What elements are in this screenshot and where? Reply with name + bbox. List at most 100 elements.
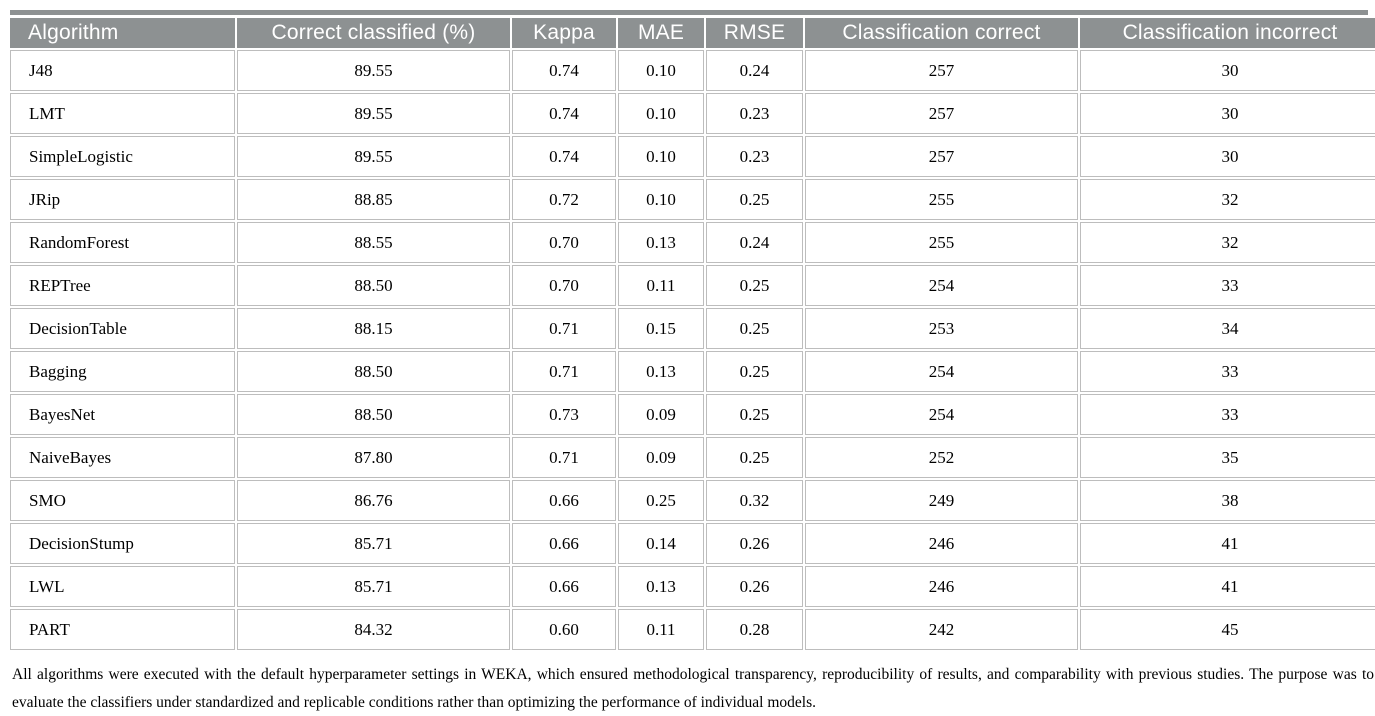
cell-class_correct: 242	[805, 609, 1078, 650]
cell-class_correct: 246	[805, 566, 1078, 607]
cell-algorithm: SMO	[10, 480, 235, 521]
cell-kappa: 0.74	[512, 93, 616, 134]
cell-mae: 0.11	[618, 265, 704, 306]
column-header-class_correct: Classification correct	[805, 18, 1078, 48]
cell-class_incorrect: 35	[1080, 437, 1375, 478]
cell-algorithm: LWL	[10, 566, 235, 607]
cell-mae: 0.10	[618, 50, 704, 91]
cell-kappa: 0.74	[512, 50, 616, 91]
cell-class_correct: 257	[805, 136, 1078, 177]
cell-mae: 0.25	[618, 480, 704, 521]
cell-mae: 0.11	[618, 609, 704, 650]
cell-rmse: 0.25	[706, 351, 803, 392]
cell-mae: 0.14	[618, 523, 704, 564]
table-row: J48 89.55 0.74 0.10 0.24 257 30	[10, 50, 1375, 91]
cell-class_incorrect: 45	[1080, 609, 1375, 650]
cell-class_incorrect: 41	[1080, 566, 1375, 607]
cell-rmse: 0.25	[706, 394, 803, 435]
cell-mae: 0.10	[618, 179, 704, 220]
cell-correct_pct: 88.85	[237, 179, 510, 220]
cell-class_correct: 255	[805, 179, 1078, 220]
table-body: J48 89.55 0.74 0.10 0.24 257 30 LMT 89.55 0.74 0.1…	[10, 50, 1375, 650]
table-row: SMO 86.76 0.66 0.25 0.32 249 38	[10, 480, 1375, 521]
cell-kappa: 0.71	[512, 437, 616, 478]
cell-rmse: 0.25	[706, 308, 803, 349]
cell-correct_pct: 88.50	[237, 265, 510, 306]
cell-rmse: 0.25	[706, 265, 803, 306]
cell-rmse: 0.23	[706, 93, 803, 134]
cell-class_incorrect: 32	[1080, 222, 1375, 263]
cell-class_incorrect: 34	[1080, 308, 1375, 349]
table-top-border	[10, 10, 1368, 15]
cell-kappa: 0.70	[512, 222, 616, 263]
cell-kappa: 0.70	[512, 265, 616, 306]
cell-kappa: 0.71	[512, 351, 616, 392]
cell-mae: 0.13	[618, 351, 704, 392]
cell-kappa: 0.66	[512, 523, 616, 564]
cell-correct_pct: 85.71	[237, 523, 510, 564]
cell-correct_pct: 85.71	[237, 566, 510, 607]
cell-correct_pct: 86.76	[237, 480, 510, 521]
cell-algorithm: J48	[10, 50, 235, 91]
cell-mae: 0.09	[618, 394, 704, 435]
cell-algorithm: BayesNet	[10, 394, 235, 435]
table-footnote: All algorithms were executed with the de…	[12, 666, 1374, 711]
cell-class_incorrect: 33	[1080, 265, 1375, 306]
table-row: LWL 85.71 0.66 0.13 0.26 246 41	[10, 566, 1375, 607]
cell-mae: 0.13	[618, 222, 704, 263]
column-header-rmse: RMSE	[706, 18, 803, 48]
table-row: DecisionStump 85.71 0.66 0.14 0.26 246 41	[10, 523, 1375, 564]
cell-correct_pct: 87.80	[237, 437, 510, 478]
table-row: LMT 89.55 0.74 0.10 0.23 257 30	[10, 93, 1375, 134]
cell-rmse: 0.25	[706, 179, 803, 220]
cell-algorithm: NaiveBayes	[10, 437, 235, 478]
table-row: RandomForest 88.55 0.70 0.13 0.24 255 32	[10, 222, 1375, 263]
cell-class_incorrect: 30	[1080, 136, 1375, 177]
cell-class_incorrect: 32	[1080, 179, 1375, 220]
cell-class_correct: 252	[805, 437, 1078, 478]
cell-class_correct: 253	[805, 308, 1078, 349]
cell-rmse: 0.32	[706, 480, 803, 521]
cell-kappa: 0.71	[512, 308, 616, 349]
cell-class_correct: 254	[805, 351, 1078, 392]
table-row: BayesNet 88.50 0.73 0.09 0.25 254 33	[10, 394, 1375, 435]
cell-correct_pct: 89.55	[237, 93, 510, 134]
cell-class_correct: 254	[805, 394, 1078, 435]
cell-class_incorrect: 41	[1080, 523, 1375, 564]
column-header-mae: MAE	[618, 18, 704, 48]
cell-class_correct: 257	[805, 50, 1078, 91]
cell-kappa: 0.66	[512, 566, 616, 607]
cell-mae: 0.10	[618, 136, 704, 177]
header-row: Algorithm Correct classified (%) Kappa MAE R…	[10, 18, 1375, 48]
cell-rmse: 0.26	[706, 523, 803, 564]
table-row: REPTree 88.50 0.70 0.11 0.25 254 33	[10, 265, 1375, 306]
cell-algorithm: LMT	[10, 93, 235, 134]
column-header-correct_pct: Correct classified (%)	[237, 18, 510, 48]
cell-mae: 0.10	[618, 93, 704, 134]
cell-correct_pct: 88.15	[237, 308, 510, 349]
cell-class_correct: 255	[805, 222, 1078, 263]
cell-algorithm: DecisionStump	[10, 523, 235, 564]
cell-kappa: 0.60	[512, 609, 616, 650]
cell-mae: 0.15	[618, 308, 704, 349]
cell-correct_pct: 84.32	[237, 609, 510, 650]
results-table: Algorithm Correct classified (%) Kappa MAE R…	[8, 16, 1375, 652]
cell-correct_pct: 88.50	[237, 351, 510, 392]
cell-class_incorrect: 38	[1080, 480, 1375, 521]
cell-algorithm: SimpleLogistic	[10, 136, 235, 177]
cell-class_incorrect: 33	[1080, 351, 1375, 392]
table-row: NaiveBayes 87.80 0.71 0.09 0.25 252 35	[10, 437, 1375, 478]
table-row: JRip 88.85 0.72 0.10 0.25 255 32	[10, 179, 1375, 220]
cell-class_incorrect: 30	[1080, 50, 1375, 91]
cell-algorithm: DecisionTable	[10, 308, 235, 349]
cell-rmse: 0.25	[706, 437, 803, 478]
cell-mae: 0.13	[618, 566, 704, 607]
cell-algorithm: JRip	[10, 179, 235, 220]
cell-kappa: 0.73	[512, 394, 616, 435]
column-header-algorithm: Algorithm	[10, 18, 235, 48]
cell-class_correct: 254	[805, 265, 1078, 306]
cell-algorithm: PART	[10, 609, 235, 650]
cell-kappa: 0.72	[512, 179, 616, 220]
cell-class_correct: 249	[805, 480, 1078, 521]
